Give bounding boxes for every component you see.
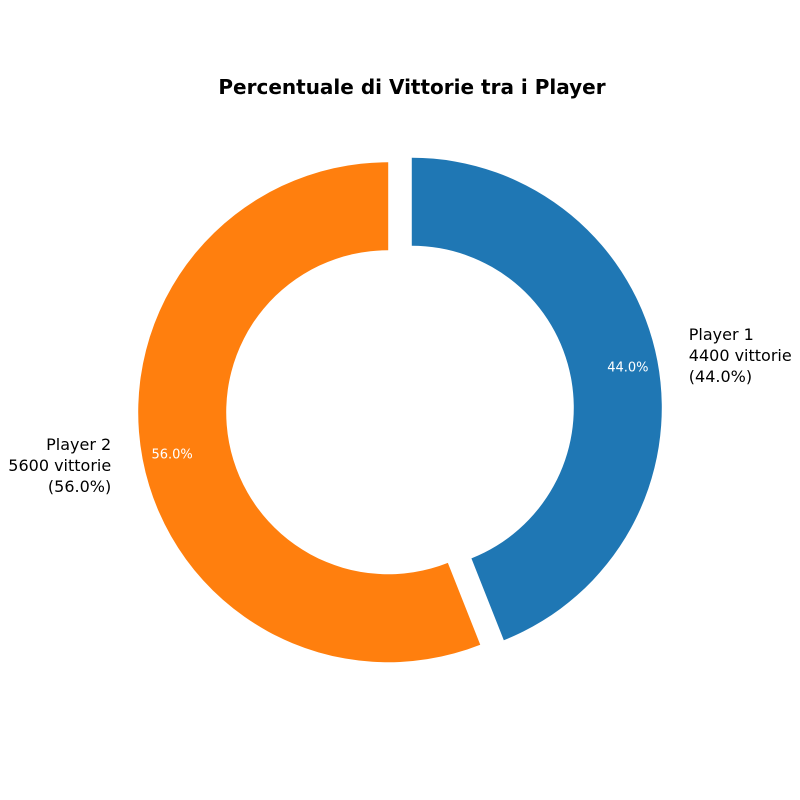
slice-label-name-player-1: Player 1 (689, 325, 754, 344)
slice-label-name-player-2: Player 2 (46, 435, 111, 454)
donut-labels: 44.0% Player 1 4400 vittorie (44.0%) 56.0% Pl… (8, 325, 791, 496)
slice-label-count-player-2: 5600 vittorie (8, 456, 111, 475)
donut-slice-player-2 (138, 162, 481, 663)
donut-slices (138, 157, 662, 663)
slice-label-percent-player-2: (56.0%) (48, 477, 111, 496)
slice-label-percent-player-1: (44.0%) (689, 367, 752, 386)
donut-slice-player-1 (411, 157, 662, 641)
percent-label-player-1: 44.0% (607, 361, 648, 376)
chart-title: Percentuale di Vittorie tra i Player (218, 75, 605, 99)
percent-label-player-2: 56.0% (151, 447, 192, 462)
slice-label-count-player-1: 4400 vittorie (689, 346, 792, 365)
